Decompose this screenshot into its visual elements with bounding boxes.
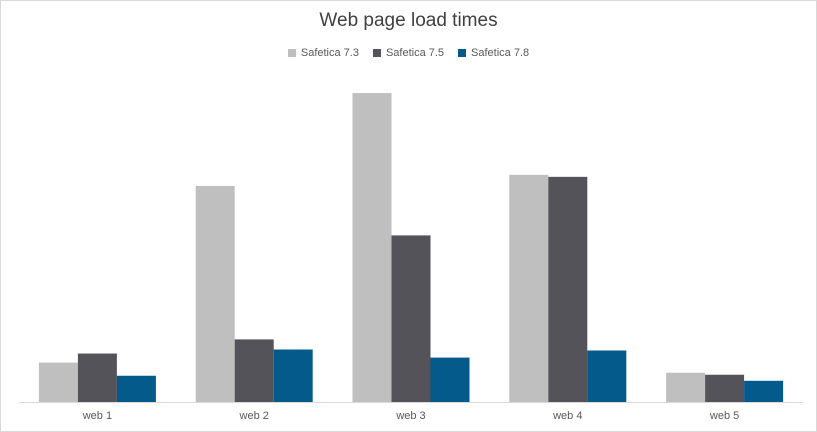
bar <box>705 374 745 402</box>
bar <box>587 350 627 402</box>
legend-swatch <box>372 49 381 57</box>
bar <box>744 380 784 402</box>
bar <box>391 235 431 402</box>
bar <box>509 174 549 402</box>
legend-item: Safetica 7.8 <box>458 47 529 59</box>
legend-item: Safetica 7.5 <box>372 47 445 59</box>
legend-label: Safetica 7.5 <box>385 47 445 59</box>
bar <box>548 176 588 402</box>
x-tick-label: web 5 <box>709 410 739 422</box>
legend-swatch <box>287 49 296 57</box>
legend-item: Safetica 7.3 <box>287 47 359 59</box>
bar <box>195 185 235 402</box>
x-tick-label: web 2 <box>239 410 269 422</box>
legend-label: Safetica 7.3 <box>300 47 359 59</box>
bar <box>116 375 156 402</box>
legend-swatch <box>458 49 467 57</box>
x-tick-label: web 4 <box>552 410 582 422</box>
bar <box>38 362 78 402</box>
bar <box>234 339 274 402</box>
bar <box>77 353 117 402</box>
bar <box>666 372 706 402</box>
chart-title: Web page load times <box>319 10 498 31</box>
bar <box>352 93 392 403</box>
legend: Safetica 7.3 Safetica 7.5 Safetica 7.8 <box>1 47 816 59</box>
bar <box>273 349 313 402</box>
legend-label: Safetica 7.8 <box>471 47 530 59</box>
bar <box>430 357 470 402</box>
x-tick-label: web 3 <box>395 410 425 422</box>
x-tick-label: web 1 <box>82 410 112 422</box>
